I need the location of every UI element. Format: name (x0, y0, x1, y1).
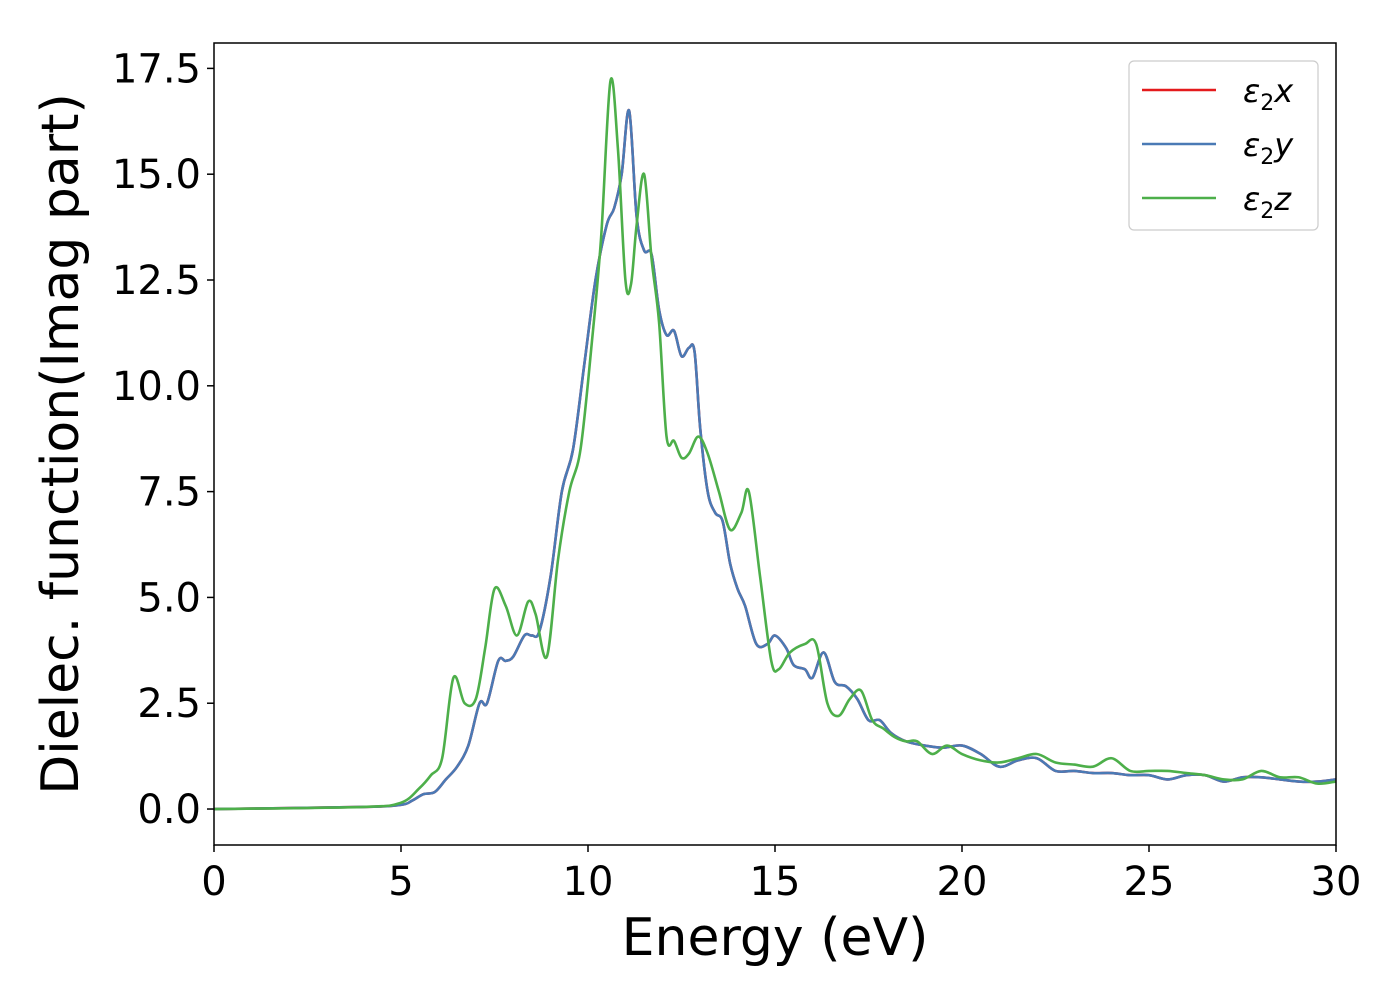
y-tick-label: 10.0 (112, 364, 201, 410)
legend-label: ε2y (1243, 126, 1294, 170)
legend-box (1128, 60, 1319, 231)
y-tick-label: 5.0 (137, 575, 201, 621)
x-tick-label: 30 (1311, 859, 1362, 905)
x-axis-ticks: 0 5 10 15 20 25 30 (201, 845, 1361, 905)
x-tick-label: 10 (563, 859, 614, 905)
y-tick-label: 7.5 (137, 470, 201, 516)
y-axis-title: Dielec. function(Imag part) (31, 93, 91, 795)
y-tick-label: 12.5 (112, 258, 201, 304)
y-tick-label: 0.0 (137, 787, 201, 833)
series-line-2 (214, 109, 1336, 811)
series-line-3 (214, 77, 1336, 811)
x-tick-label: 5 (388, 859, 413, 905)
legend-label: ε2z (1243, 180, 1292, 224)
y-tick-label: 2.5 (137, 681, 201, 727)
y-axis-ticks: 0.0 2.5 5.0 7.5 10.0 12.5 15.0 17.5 (112, 46, 214, 833)
x-tick-label: 25 (1124, 859, 1175, 905)
y-tick-label: 17.5 (112, 46, 201, 92)
y-tick-label: 15.0 (112, 152, 201, 198)
series-layer (214, 77, 1336, 811)
legend: ε2x ε2y ε2z (1128, 60, 1319, 231)
legend-label: ε2x (1243, 72, 1294, 116)
x-tick-label: 0 (201, 859, 226, 905)
x-axis-title: Energy (eV) (622, 908, 929, 968)
x-tick-label: 20 (937, 859, 988, 905)
x-tick-label: 15 (750, 859, 801, 905)
